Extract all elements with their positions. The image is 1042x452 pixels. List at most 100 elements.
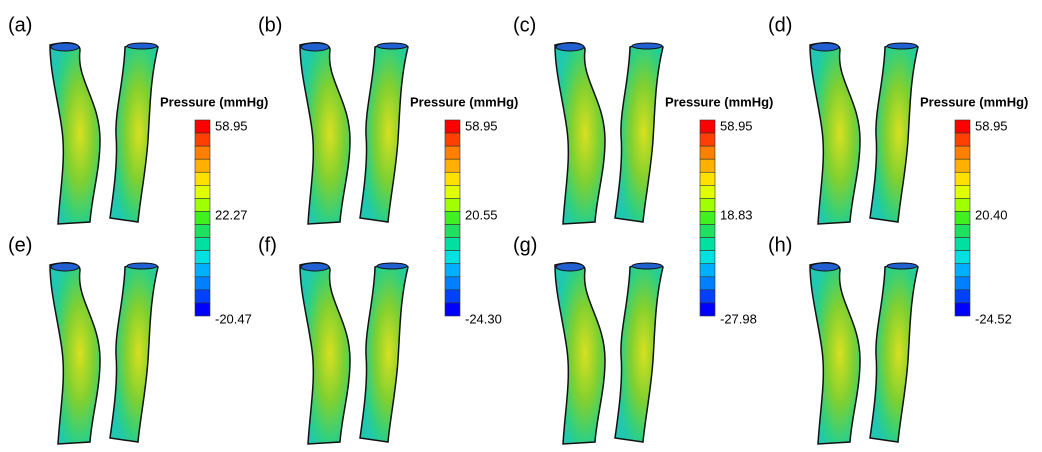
- colorbar-band: [700, 172, 715, 185]
- vessel: [360, 264, 408, 442]
- colorbar-band: [955, 303, 970, 316]
- vessel-inlet: [632, 43, 662, 49]
- vessel-inlet: [887, 263, 917, 269]
- colorbar-band: [955, 146, 970, 159]
- colorbar-band: [195, 303, 210, 316]
- colorbar-band: [955, 251, 970, 264]
- vessel-inlet: [301, 43, 329, 51]
- colorbar-band: [195, 251, 210, 264]
- colorbar-band: [700, 264, 715, 277]
- colorbar-mid: 20.40: [975, 207, 1008, 222]
- vessel-inlet: [377, 263, 407, 269]
- colorbar-title: Pressure (mmHg): [410, 94, 518, 109]
- vessel-inlet: [887, 43, 917, 49]
- colorbar-title: Pressure (mmHg): [160, 94, 268, 109]
- colorbar-band: [195, 159, 210, 172]
- colorbar-mid: 22.27: [215, 207, 248, 222]
- colorbar-band: [445, 120, 460, 133]
- colorbar-band: [445, 251, 460, 264]
- vessel: [615, 264, 663, 442]
- vessel-pair: [555, 43, 663, 224]
- vessel-pair: [810, 43, 918, 224]
- colorbar-band: [955, 133, 970, 146]
- colorbar-band: [195, 185, 210, 198]
- vessel: [50, 263, 100, 444]
- colorbar-band: [445, 133, 460, 146]
- vessel-pair: [50, 263, 158, 444]
- vessel-inlet: [632, 263, 662, 269]
- colorbar-band: [195, 290, 210, 303]
- colorbar-band: [700, 198, 715, 211]
- vessel-inlet: [301, 263, 329, 271]
- panel-label: (d): [768, 14, 792, 36]
- vessel-inlet: [51, 263, 79, 271]
- colorbar-band: [195, 172, 210, 185]
- colorbar-band: [445, 146, 460, 159]
- colorbar-band: [955, 290, 970, 303]
- vessel: [870, 44, 918, 222]
- colorbar-band: [195, 264, 210, 277]
- colorbar-band: [700, 185, 715, 198]
- vessel: [110, 44, 158, 222]
- vessel-inlet: [127, 43, 157, 49]
- vessel-inlet: [377, 43, 407, 49]
- colorbar-mid: 20.55: [465, 207, 498, 222]
- vessel: [555, 263, 605, 444]
- colorbar-band: [700, 290, 715, 303]
- colorbar-band: [445, 225, 460, 238]
- colorbar-max: 58.95: [465, 118, 498, 133]
- colorbar-band: [955, 172, 970, 185]
- colorbar-band: [445, 238, 460, 251]
- colorbar-band: [700, 277, 715, 290]
- figure: (a)(b)(c)(d)(e)(f)(g)(h)Pressure (mmHg)5…: [0, 0, 1042, 452]
- colorbar-band: [700, 159, 715, 172]
- colorbar-band: [445, 185, 460, 198]
- colorbar-band: [445, 277, 460, 290]
- colorbar-band: [700, 211, 715, 224]
- colorbar-min: -24.30: [465, 311, 502, 326]
- colorbar-band: [195, 277, 210, 290]
- vessel-inlet: [556, 43, 584, 51]
- vessel: [870, 264, 918, 442]
- vessel-inlet: [127, 263, 157, 269]
- colorbar-max: 58.95: [215, 118, 248, 133]
- colorbar-title: Pressure (mmHg): [665, 94, 773, 109]
- vessel-inlet: [811, 43, 839, 51]
- colorbar-band: [445, 264, 460, 277]
- vessel-pair: [810, 263, 918, 444]
- colorbar-band: [195, 238, 210, 251]
- vessel: [615, 44, 663, 222]
- panel-label: (c): [513, 14, 536, 36]
- colorbar-band: [445, 198, 460, 211]
- colorbar-band: [700, 120, 715, 133]
- colorbar-band: [195, 225, 210, 238]
- colorbar-band: [195, 198, 210, 211]
- colorbar-band: [700, 133, 715, 146]
- panel-label: (h): [768, 234, 792, 256]
- colorbar-mid: 18.83: [720, 207, 753, 222]
- colorbar-band: [445, 159, 460, 172]
- colorbar-band: [955, 159, 970, 172]
- colorbar-band: [955, 277, 970, 290]
- colorbar-band: [195, 211, 210, 224]
- colorbar-band: [955, 211, 970, 224]
- colorbar-band: [700, 303, 715, 316]
- colorbar-band: [700, 251, 715, 264]
- colorbar-band: [700, 225, 715, 238]
- colorbar-min: -27.98: [720, 311, 757, 326]
- colorbar-band: [445, 172, 460, 185]
- vessel: [360, 44, 408, 222]
- colorbar-min: -20.47: [215, 311, 252, 326]
- colorbar-band: [445, 303, 460, 316]
- colorbar-max: 58.95: [975, 118, 1008, 133]
- colorbar-band: [195, 133, 210, 146]
- vessel-pair: [300, 263, 408, 444]
- colorbar-band: [955, 225, 970, 238]
- colorbar-band: [700, 146, 715, 159]
- vessel: [300, 43, 350, 224]
- colorbar-band: [445, 290, 460, 303]
- vessel-pair: [50, 43, 158, 224]
- colorbar-band: [955, 198, 970, 211]
- panel-label: (g): [513, 234, 537, 256]
- vessel-inlet: [51, 43, 79, 51]
